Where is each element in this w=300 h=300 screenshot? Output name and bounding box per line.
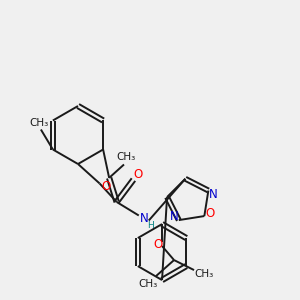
Text: CH₃: CH₃	[116, 152, 136, 163]
Text: CH₃: CH₃	[138, 279, 158, 289]
Text: O: O	[134, 168, 143, 181]
Text: O: O	[101, 180, 110, 193]
Text: CH₃: CH₃	[29, 118, 49, 128]
Text: O: O	[153, 238, 163, 250]
Text: O: O	[206, 207, 215, 220]
Text: N: N	[140, 212, 148, 225]
Text: N: N	[169, 210, 178, 223]
Text: H: H	[147, 221, 154, 230]
Text: N: N	[209, 188, 218, 201]
Text: CH₃: CH₃	[194, 269, 214, 279]
